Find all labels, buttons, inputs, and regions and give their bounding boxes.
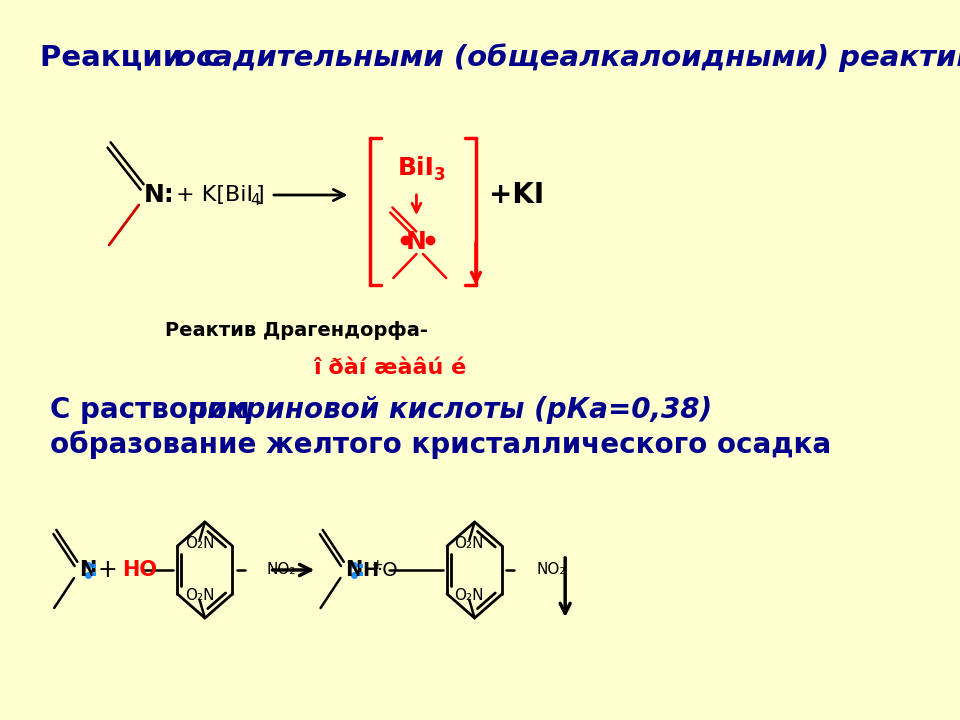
Text: Реактив Драгендорфа-: Реактив Драгендорфа- bbox=[165, 320, 428, 340]
Text: N:: N: bbox=[144, 183, 175, 207]
Text: Реакции  с: Реакции с bbox=[39, 44, 230, 72]
Text: 4: 4 bbox=[250, 192, 259, 207]
Text: NO₂: NO₂ bbox=[266, 562, 296, 577]
Text: O₂N: O₂N bbox=[185, 536, 214, 552]
Text: ]: ] bbox=[255, 185, 264, 205]
Text: HO: HO bbox=[122, 560, 157, 580]
Text: O₂N: O₂N bbox=[185, 588, 214, 603]
Text: N: N bbox=[406, 230, 427, 254]
Text: С раствором: С раствором bbox=[50, 396, 269, 424]
Text: H: H bbox=[362, 560, 378, 580]
Text: BiI: BiI bbox=[398, 156, 435, 180]
Text: O₂N: O₂N bbox=[455, 588, 484, 603]
Text: NO₂: NO₂ bbox=[536, 562, 565, 577]
Text: N: N bbox=[345, 560, 363, 580]
Text: N: N bbox=[79, 560, 96, 580]
Text: :: : bbox=[356, 560, 365, 580]
Text: ·O: ·O bbox=[376, 560, 398, 580]
Text: осадительными (общеалкалоидными) реактивами: осадительными (общеалкалоидными) реактив… bbox=[177, 44, 960, 72]
Text: +KI: +KI bbox=[490, 181, 544, 209]
Text: образование желтого кристаллического осадка: образование желтого кристаллического оса… bbox=[50, 431, 830, 459]
Text: î ðàí æàâú é: î ðàí æàâú é bbox=[313, 358, 467, 378]
Text: O₂N: O₂N bbox=[455, 536, 484, 552]
Text: пикриновой кислоты (рКа=0,38): пикриновой кислоты (рКа=0,38) bbox=[188, 396, 712, 424]
Text: + K[BiI: + K[BiI bbox=[177, 185, 253, 205]
Text: :: : bbox=[90, 560, 98, 580]
Text: 3: 3 bbox=[434, 166, 445, 184]
Text: +: + bbox=[98, 558, 118, 582]
Text: +: + bbox=[372, 558, 383, 572]
